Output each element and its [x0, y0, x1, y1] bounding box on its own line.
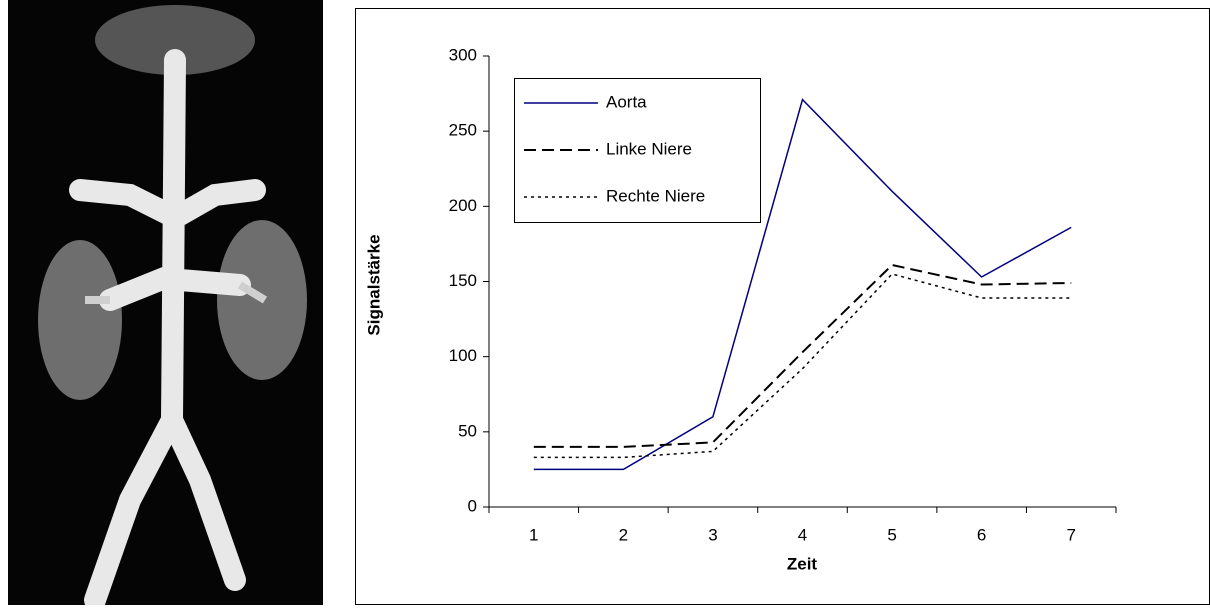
y-tick-label: 50 — [458, 421, 477, 440]
y-tick-label: 200 — [449, 196, 477, 215]
legend-label: Aorta — [606, 92, 647, 111]
y-tick-label: 100 — [449, 346, 477, 365]
legend-label: Rechte Niere — [606, 186, 705, 205]
x-tick-label: 4 — [798, 525, 807, 544]
x-tick-label: 7 — [1066, 525, 1075, 544]
angiography-image — [8, 0, 323, 605]
x-tick-label: 5 — [887, 525, 896, 544]
y-tick-label: 150 — [449, 271, 477, 290]
x-axis-label: Zeit — [787, 554, 818, 573]
y-tick-label: 300 — [449, 45, 477, 64]
page: Signalstärke Zeit 0 50 100 150 200 250 300 1 2 3 4… — [0, 0, 1210, 605]
x-tick-label: 6 — [977, 525, 986, 544]
y-axis-label: Signalstärke — [364, 234, 383, 335]
y-tick-label: 0 — [468, 496, 477, 515]
right-kidney — [38, 240, 122, 400]
x-tick-label: 3 — [708, 525, 717, 544]
x-tick-label: 2 — [619, 525, 628, 544]
chart-frame — [356, 9, 1210, 605]
y-tick-label: 250 — [449, 121, 477, 140]
legend-label: Linke Niere — [606, 139, 692, 158]
x-tick-label: 1 — [529, 525, 538, 544]
